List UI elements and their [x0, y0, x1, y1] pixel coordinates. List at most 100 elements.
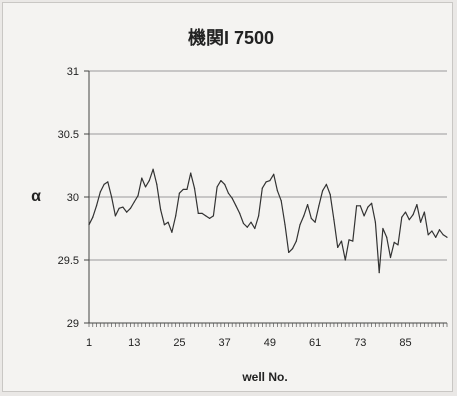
data-point [386, 236, 388, 238]
x-tick-label: 25 [173, 337, 185, 349]
data-point [239, 212, 241, 214]
data-point [269, 180, 271, 182]
data-point [160, 209, 162, 211]
data-point [273, 173, 275, 175]
x-tick-label: 1 [86, 337, 92, 349]
data-point [231, 197, 233, 199]
data-point [122, 206, 124, 208]
data-point [95, 205, 98, 207]
data-point [129, 207, 132, 209]
gridlines [89, 70, 447, 324]
data-point [111, 196, 113, 198]
y-tick-label: 31 [67, 66, 79, 78]
data-point [144, 186, 147, 188]
data-point [412, 214, 414, 216]
data-point [186, 188, 188, 191]
axes [84, 70, 448, 327]
data-point [114, 215, 116, 217]
data-point [201, 212, 203, 214]
data-point [197, 212, 199, 214]
data-point [107, 181, 109, 183]
data-point [220, 180, 222, 182]
data-point [291, 248, 294, 250]
data-point [442, 234, 444, 236]
data-point [352, 240, 354, 242]
data-point [318, 205, 320, 207]
data-point [438, 229, 441, 231]
data-point [190, 172, 192, 174]
data-point [137, 195, 139, 197]
chart-title: 機関I 7500 [188, 27, 274, 48]
data-point [99, 191, 101, 193]
data-point [246, 226, 248, 228]
data-point [254, 227, 256, 230]
data-point [378, 272, 380, 274]
data-point [175, 215, 177, 217]
data-point [167, 221, 169, 223]
data-point [92, 216, 94, 218]
data-point [382, 227, 384, 230]
data-point [163, 224, 165, 226]
data-point [257, 215, 260, 217]
x-tick-label: 85 [399, 337, 411, 349]
data-point [446, 236, 448, 238]
data-point [363, 215, 365, 217]
data-point [193, 187, 196, 189]
data-point [141, 177, 143, 179]
data-point [182, 188, 184, 191]
data-point [423, 211, 425, 213]
data-point [224, 183, 226, 185]
data-point [371, 202, 373, 204]
data-point [212, 215, 214, 217]
data-point [284, 224, 286, 226]
data-point [156, 183, 158, 185]
y-tick-label: 30.5 [58, 129, 79, 141]
data-point [227, 192, 230, 194]
data-point [404, 211, 407, 213]
x-tick-label: 61 [309, 337, 321, 349]
x-axis-label: well No. [241, 370, 287, 384]
data-point [261, 187, 263, 189]
data-point [420, 221, 422, 223]
data-point [235, 205, 237, 207]
data-point [367, 206, 369, 208]
data-point [299, 224, 301, 226]
y-tick-label: 30 [67, 192, 79, 204]
data-point [389, 256, 392, 259]
data-point [250, 221, 252, 223]
data-point [306, 203, 309, 206]
data-point [310, 217, 312, 220]
data-point [397, 244, 399, 246]
data-point [288, 251, 290, 254]
data-point [295, 240, 297, 242]
data-point [303, 215, 305, 217]
series-layer [88, 168, 448, 274]
data-point [337, 246, 339, 248]
y-axis-label: α [31, 188, 41, 205]
data-point [393, 241, 395, 243]
data-point [88, 224, 90, 226]
data-point [408, 219, 410, 221]
data-point [329, 193, 331, 196]
data-point [348, 239, 350, 241]
series-line [88, 168, 448, 274]
data-point [340, 240, 343, 242]
data-point [355, 205, 358, 207]
data-point [359, 205, 361, 207]
data-point [216, 186, 218, 188]
data-point [103, 183, 105, 185]
data-point [344, 259, 346, 261]
data-point [374, 221, 376, 223]
data-point [178, 192, 181, 194]
data-point [205, 215, 207, 217]
x-tick-label: 37 [219, 337, 231, 349]
tick-labels: 29 29.5 30 30.5 31 1 13 25 37 49 61 73 85 [58, 66, 412, 349]
x-tick-label: 73 [354, 337, 366, 349]
data-point [276, 190, 279, 192]
data-point [152, 168, 154, 170]
data-point [435, 236, 437, 238]
data-point [242, 222, 245, 225]
data-point [208, 217, 211, 220]
y-tick-label: 29 [67, 318, 79, 330]
